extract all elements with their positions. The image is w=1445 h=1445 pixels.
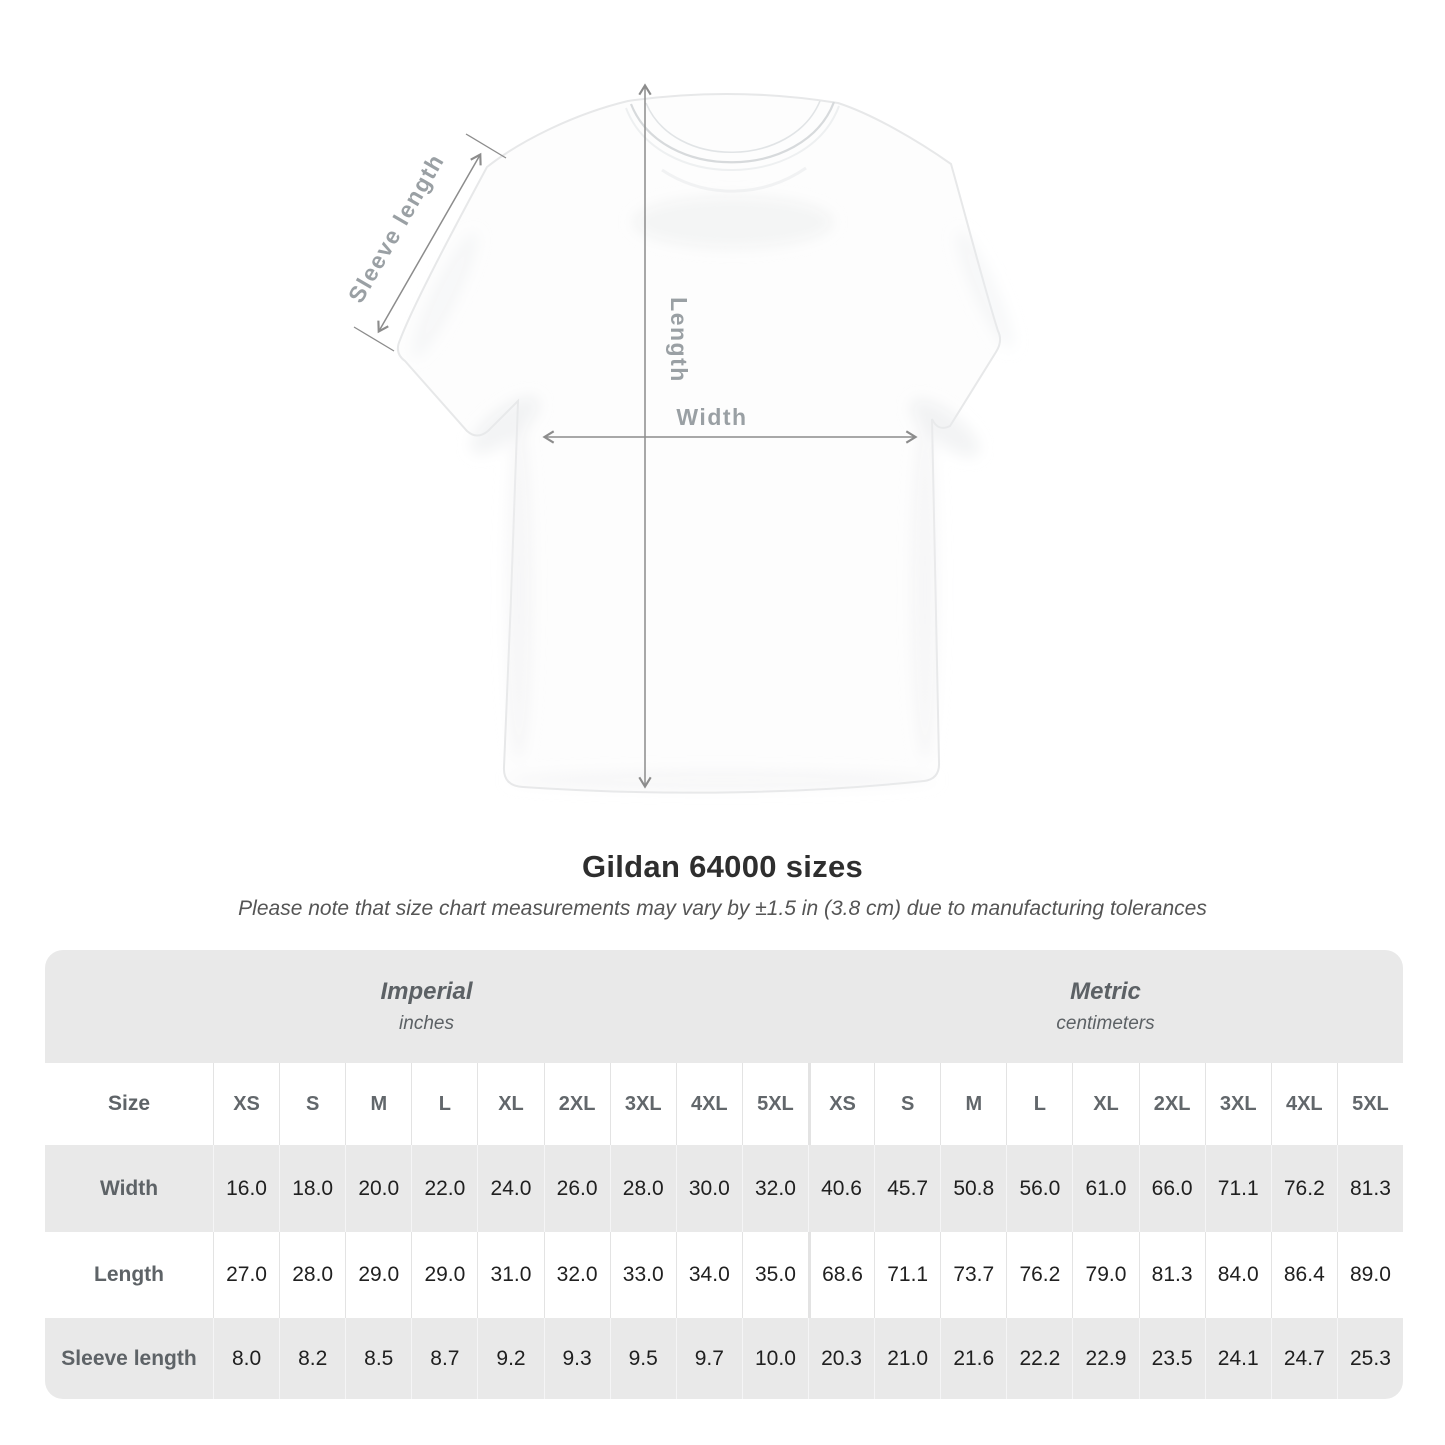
value-cell: 81.3: [1138, 1232, 1205, 1318]
value-cell: 33.0: [609, 1232, 676, 1318]
size-header-cell: M: [345, 1063, 412, 1145]
size-header-cell: XS: [808, 1063, 875, 1145]
size-header-cell: XS: [213, 1063, 280, 1145]
value-cell: 9.5: [609, 1318, 676, 1399]
value-cell: 71.1: [1204, 1145, 1271, 1232]
value-cell: 23.5: [1138, 1318, 1205, 1399]
value-cell: 66.0: [1138, 1145, 1205, 1232]
size-header-cell: 2XL: [543, 1063, 610, 1145]
length-label: Length: [666, 297, 692, 383]
value-cell: 35.0: [741, 1232, 808, 1318]
value-cell: 24.1: [1204, 1318, 1271, 1399]
value-cell: 76.2: [1006, 1232, 1073, 1318]
value-cell: 18.0: [279, 1145, 346, 1232]
value-cell: 27.0: [213, 1232, 280, 1318]
sleeve-tick-top: [465, 133, 507, 159]
value-cell: 79.0: [1072, 1232, 1139, 1318]
size-header-cell: 5XL: [741, 1063, 808, 1145]
value-cell: 8.7: [411, 1318, 478, 1399]
size-header-cell: XL: [477, 1063, 544, 1145]
tolerance-note: Please note that size chart measurements…: [238, 897, 1207, 920]
value-cell: 28.0: [609, 1145, 676, 1232]
value-cell: 20.3: [808, 1318, 875, 1399]
metric-label: Metric: [1070, 978, 1141, 1005]
value-cell: 71.1: [874, 1232, 941, 1318]
value-cell: 24.7: [1270, 1318, 1337, 1399]
value-cell: 8.2: [279, 1318, 346, 1399]
size-header-cell: L: [411, 1063, 478, 1145]
value-cell: 21.0: [874, 1318, 941, 1399]
tshirt-shape: [396, 92, 1014, 794]
value-cell: 22.9: [1072, 1318, 1139, 1399]
value-cell: 26.0: [543, 1145, 610, 1232]
value-cell: 45.7: [874, 1145, 941, 1232]
value-cell: 28.0: [279, 1232, 346, 1318]
size-header-cell: 4XL: [675, 1063, 742, 1145]
imperial-section-header: Imperial inches: [45, 950, 808, 1063]
size-header-cell: 5XL: [1336, 1063, 1403, 1145]
value-cell: 22.0: [411, 1145, 478, 1232]
value-cell: 32.0: [543, 1232, 610, 1318]
size-header-cell: 3XL: [1204, 1063, 1271, 1145]
value-cell: 8.0: [213, 1318, 280, 1399]
tshirt-photo: Width Length Sleeve length: [343, 83, 1014, 794]
value-cell: 32.0: [741, 1145, 808, 1232]
size-header-cell: 2XL: [1138, 1063, 1205, 1145]
row-label-length: Length: [45, 1232, 213, 1318]
value-cell: 89.0: [1336, 1232, 1403, 1318]
value-cell: 25.3: [1336, 1318, 1403, 1399]
page-title: Gildan 64000 sizes: [581, 849, 864, 884]
row-label-sleeve-length: Sleeve length: [45, 1318, 213, 1399]
value-cell: 68.6: [808, 1232, 875, 1318]
value-cell: 21.6: [940, 1318, 1007, 1399]
size-header-cell: 4XL: [1270, 1063, 1337, 1145]
value-cell: 8.5: [345, 1318, 412, 1399]
metric-section-header: Metric centimeters: [808, 950, 1403, 1063]
size-header-cell: L: [1006, 1063, 1073, 1145]
value-cell: 76.2: [1270, 1145, 1337, 1232]
metric-unit-label: centimeters: [1056, 1013, 1155, 1034]
imperial-unit-label: inches: [399, 1013, 454, 1034]
value-cell: 31.0: [477, 1232, 544, 1318]
size-header-cell: 3XL: [609, 1063, 676, 1145]
value-cell: 50.8: [940, 1145, 1007, 1232]
tshirt-diagram: Width Length Sleeve length: [343, 83, 1014, 794]
size-header-cell: M: [940, 1063, 1007, 1145]
value-cell: 56.0: [1006, 1145, 1073, 1232]
value-cell: 24.0: [477, 1145, 544, 1232]
value-cell: 30.0: [675, 1145, 742, 1232]
width-label: Width: [676, 404, 747, 430]
tshirt-shading: [412, 196, 1014, 789]
value-cell: 9.3: [543, 1318, 610, 1399]
size-column-header: Size: [45, 1063, 213, 1145]
value-cell: 9.7: [675, 1318, 742, 1399]
value-cell: 16.0: [213, 1145, 280, 1232]
value-cell: 10.0: [741, 1318, 808, 1399]
value-cell: 84.0: [1204, 1232, 1271, 1318]
value-cell: 29.0: [411, 1232, 478, 1318]
imperial-label: Imperial: [380, 978, 473, 1005]
value-cell: 73.7: [940, 1232, 1007, 1318]
value-cell: 22.2: [1006, 1318, 1073, 1399]
sleeve-tick-bottom: [353, 326, 395, 352]
value-cell: 20.0: [345, 1145, 412, 1232]
value-cell: 81.3: [1336, 1145, 1403, 1232]
value-cell: 40.6: [808, 1145, 875, 1232]
size-chart-table: Imperial inches Metric centimeters Size …: [45, 950, 1403, 1399]
value-cell: 86.4: [1270, 1232, 1337, 1318]
size-header-cell: S: [279, 1063, 346, 1145]
measurement-overlay: [353, 83, 918, 789]
size-header-cell: XL: [1072, 1063, 1139, 1145]
value-cell: 61.0: [1072, 1145, 1139, 1232]
row-label-width: Width: [45, 1145, 213, 1232]
value-cell: 29.0: [345, 1232, 412, 1318]
value-cell: 9.2: [477, 1318, 544, 1399]
size-header-cell: S: [874, 1063, 941, 1145]
sleeve-arrow: [377, 152, 482, 334]
value-cell: 34.0: [675, 1232, 742, 1318]
